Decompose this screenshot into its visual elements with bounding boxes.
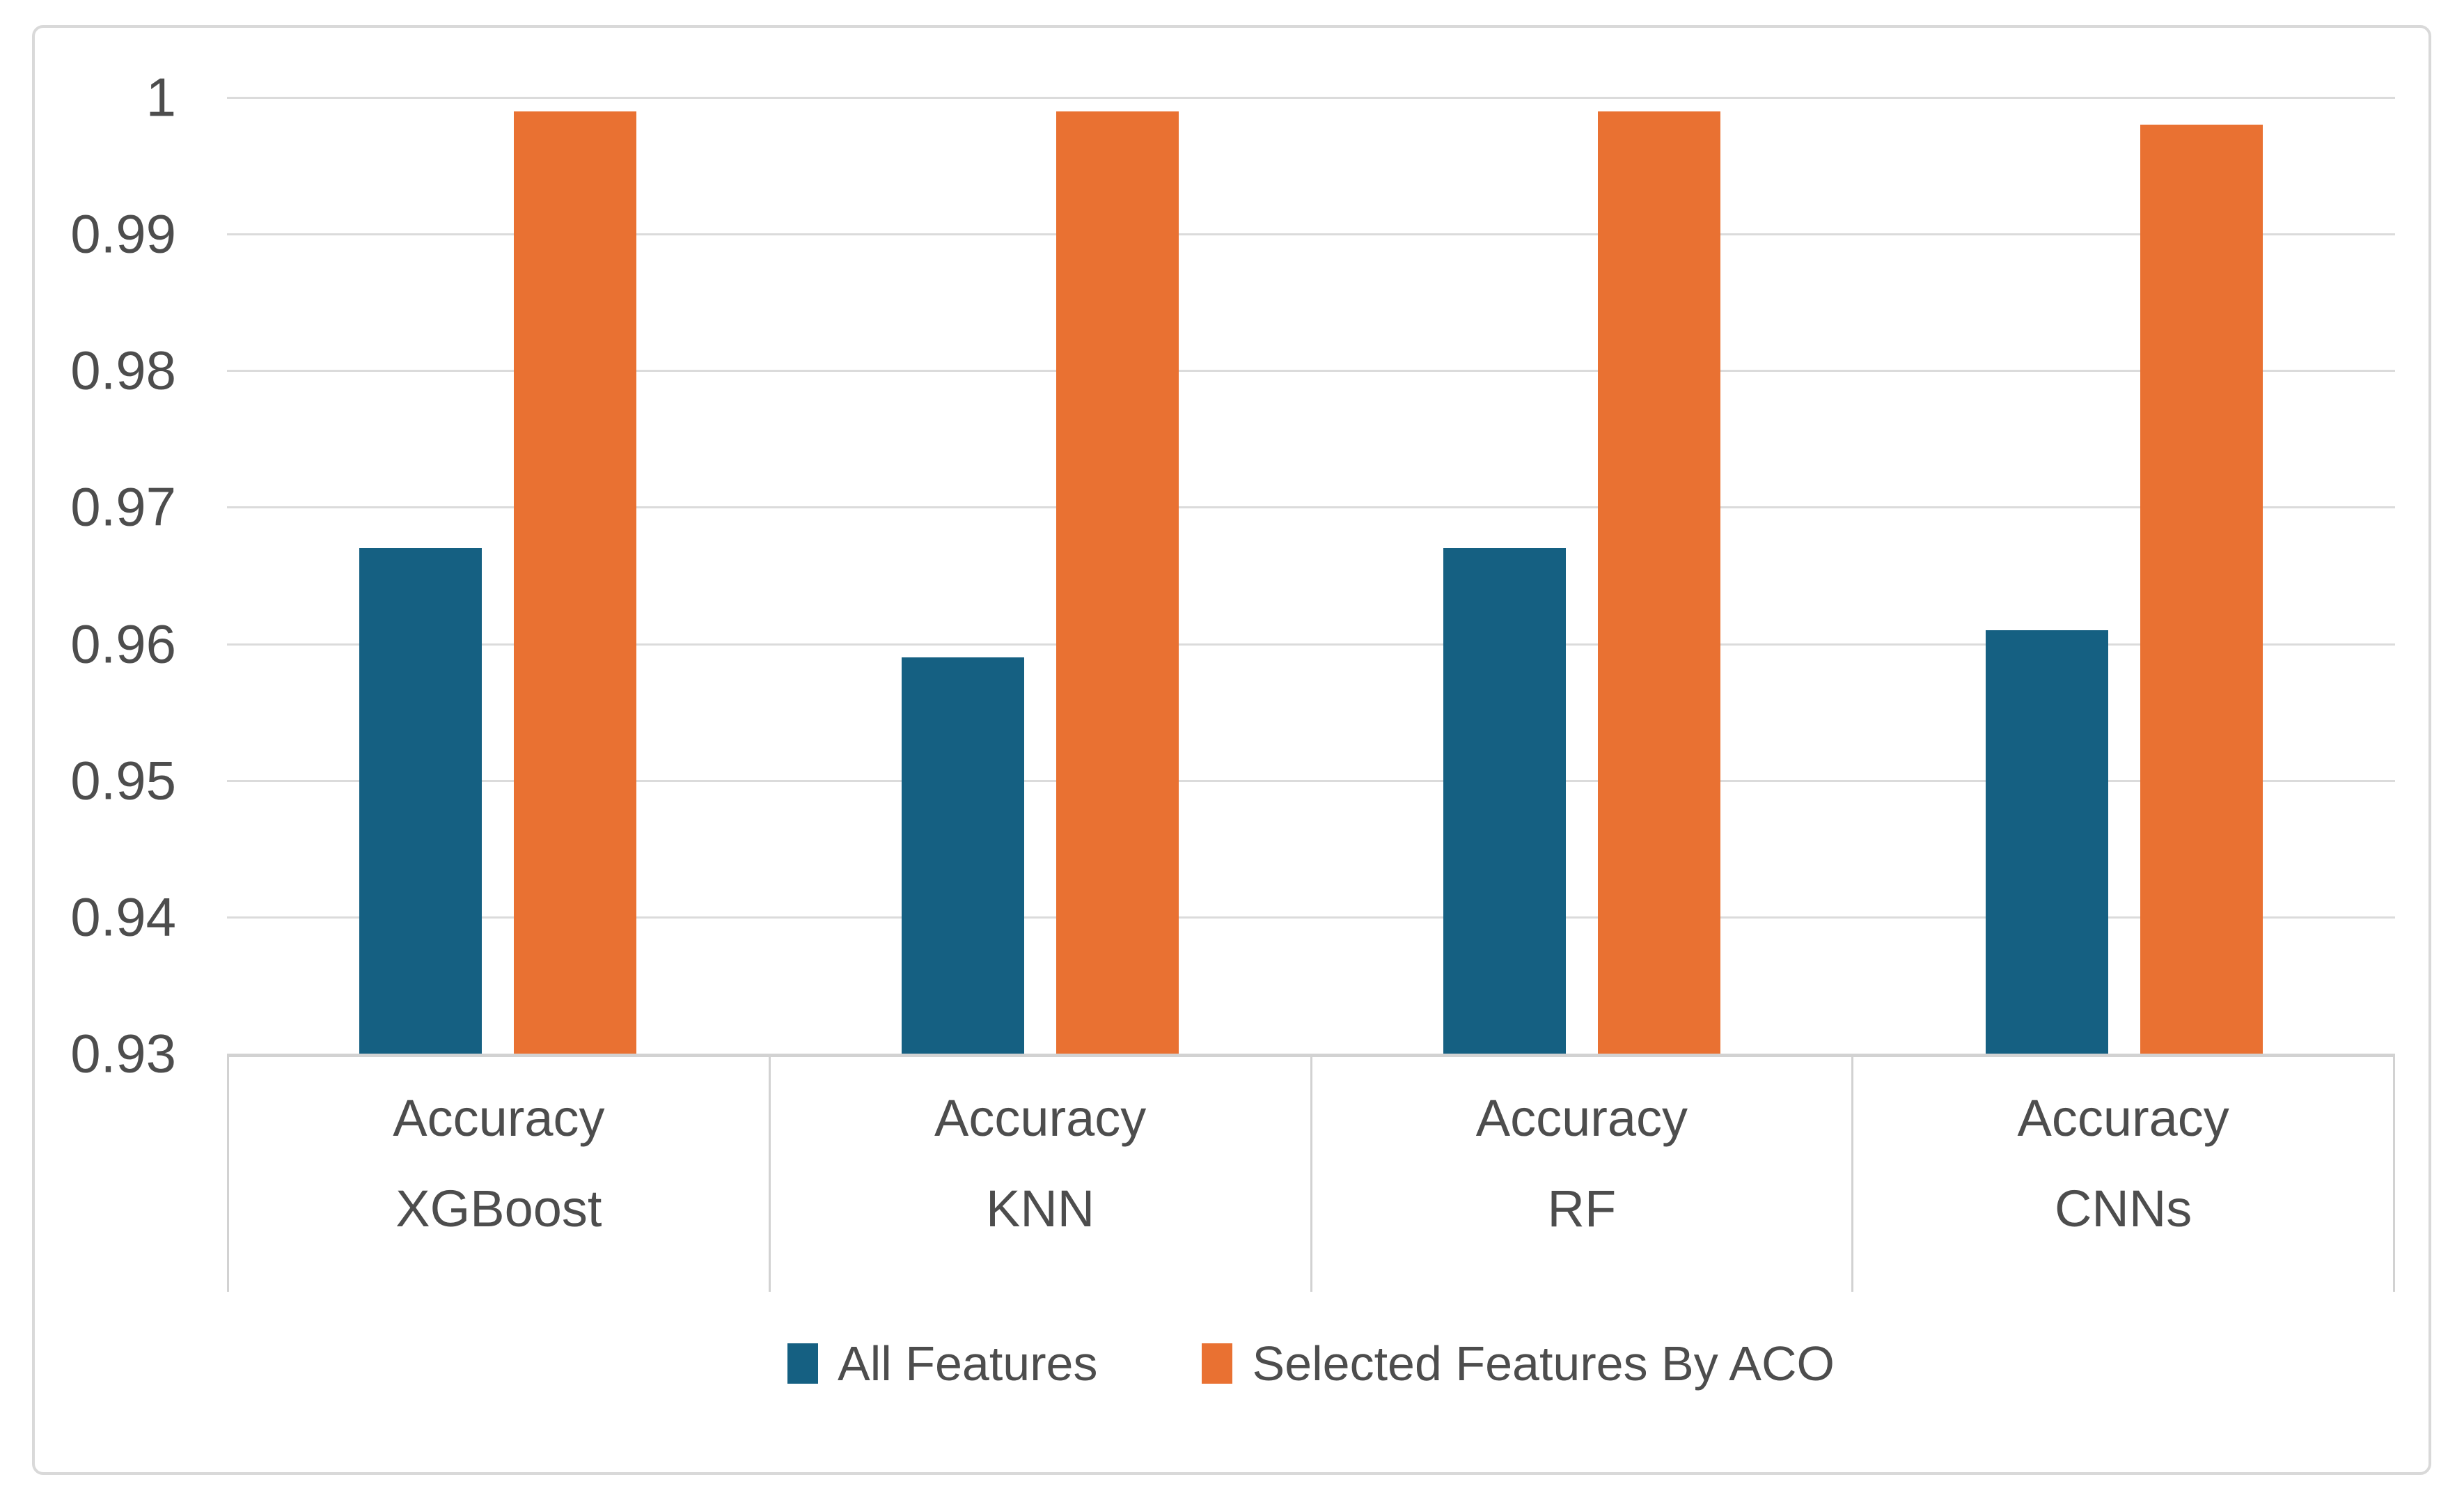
category-metric-label: Accuracy (393, 1089, 605, 1148)
category-cell-cnns: Accuracy CNNs (1851, 1057, 2395, 1292)
category-cell-rf: Accuracy RF (1310, 1057, 1852, 1292)
category-model-label: CNNs (2054, 1180, 2192, 1238)
legend-label-selected-features-by-aco: Selected Features By ACO (1252, 1336, 1835, 1391)
gridline-0-95 (227, 779, 2395, 782)
gridline-0-99 (227, 233, 2395, 236)
legend-item-all-features: All Features (787, 1336, 1097, 1391)
bar-group-rf (1311, 97, 1853, 1054)
y-tick-label-0-95: 0.95 (70, 749, 176, 811)
bar-all-features-rf (1443, 548, 1567, 1054)
legend-key-selected-features-by-aco (1202, 1343, 1233, 1384)
bar-group-knn (769, 97, 1312, 1054)
category-metric-label: Accuracy (934, 1089, 1147, 1148)
bar-selected-features-by-aco-rf (1598, 111, 1721, 1054)
category-model-label: RF (1547, 1180, 1617, 1238)
bar-selected-features-by-aco-knn (1056, 111, 1179, 1054)
legend-label-all-features: All Features (838, 1336, 1098, 1391)
legend: All Features Selected Features By ACO (227, 1322, 2395, 1405)
bar-all-features-cnns (1985, 630, 2108, 1054)
y-tick-label-0-93: 0.93 (70, 1022, 176, 1084)
gridline-0-94 (227, 916, 2395, 919)
y-tick-label-0-99: 0.99 (70, 203, 176, 265)
gridline-1 (227, 97, 2395, 99)
y-tick-label-0-97: 0.97 (70, 476, 176, 538)
y-tick-label-0-96: 0.96 (70, 613, 176, 675)
y-tick-label-0-94: 0.94 (70, 886, 176, 948)
category-metric-label: Accuracy (1475, 1089, 1688, 1148)
legend-key-all-features (787, 1343, 818, 1384)
y-tick-label-1: 1 (146, 66, 176, 128)
category-axis-table: Accuracy XGBoost Accuracy KNN Accuracy RF Accu… (227, 1054, 2395, 1292)
bar-all-features-xgboost (359, 548, 482, 1054)
category-model-label: KNN (986, 1180, 1095, 1238)
legend-item-selected-features-by-aco: Selected Features By ACO (1202, 1336, 1835, 1391)
gridline-0-97 (227, 506, 2395, 509)
category-cell-xgboost: Accuracy XGBoost (227, 1057, 769, 1292)
category-model-label: XGBoost (395, 1180, 602, 1238)
y-axis: 1 0.99 0.98 0.97 0.96 0.95 0.94 0.93 (0, 67, 176, 1084)
bar-selected-features-by-aco-cnns (2140, 125, 2263, 1054)
bar-group-xgboost (227, 97, 769, 1054)
plot-area (227, 97, 2395, 1054)
y-tick-label-0-98: 0.98 (70, 339, 176, 401)
category-metric-label: Accuracy (2017, 1089, 2229, 1148)
gridline-0-96 (227, 643, 2395, 646)
category-cell-knn: Accuracy KNN (768, 1057, 1310, 1292)
bar-all-features-knn (901, 657, 1024, 1054)
gridline-0-98 (227, 370, 2395, 373)
bar-group-cnns (1853, 97, 2396, 1054)
bar-selected-features-by-aco-xgboost (514, 111, 637, 1054)
